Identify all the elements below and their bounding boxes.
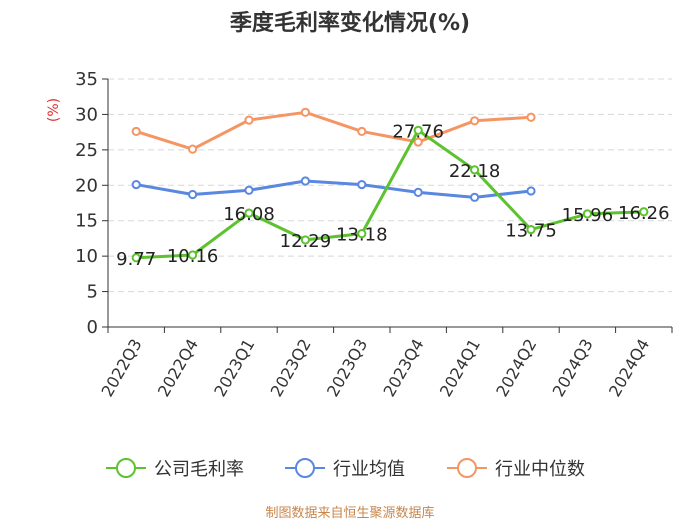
chart-title: 季度毛利率变化情况(%)	[230, 10, 470, 36]
data-point	[188, 189, 198, 200]
legend-label: 公司毛利率	[154, 459, 244, 480]
data-point	[526, 224, 536, 235]
legend-marker	[295, 458, 315, 478]
data-point	[300, 107, 310, 117]
x-tick-label: 2022Q3	[97, 336, 145, 400]
data-point	[188, 144, 198, 154]
data-label: 12.29	[280, 231, 332, 252]
x-tick-labels: 2022Q3 2022Q4 2023Q1 2023Q2 2023Q3 2023Q4 2024…	[97, 335, 653, 399]
y-tick-label: 10	[75, 246, 98, 267]
data-point	[244, 208, 254, 218]
data-label: 27.76	[392, 121, 444, 142]
data-label: 13.75	[505, 221, 557, 242]
data-point	[413, 137, 423, 147]
y-tick-label: 25	[75, 140, 98, 161]
x-tick-label: 2023Q3	[323, 336, 371, 400]
data-point	[300, 235, 310, 245]
x-tick-label: 2022Q4	[154, 336, 202, 400]
data-point	[357, 126, 367, 137]
data-label: 16.26	[618, 203, 670, 224]
legend-marker	[116, 458, 136, 478]
data-label: 9.77	[116, 249, 156, 270]
data-point	[131, 179, 141, 190]
data-point	[639, 207, 649, 217]
x-tick-label: 2023Q1	[210, 336, 258, 400]
y-axis-label: (%)	[46, 98, 62, 122]
data-point	[300, 176, 310, 186]
data-point	[413, 187, 423, 197]
x-tick-label: 2024Q4	[605, 336, 653, 400]
x-tick-label: 2024Q3	[549, 336, 597, 400]
x-tick-label: 2024Q1	[436, 335, 484, 399]
data-point	[470, 165, 480, 175]
x-tick-label: 2024Q2	[492, 336, 540, 400]
legend-label: 行业中位数	[495, 459, 585, 480]
x-tick-label: 2023Q4	[379, 336, 427, 400]
data-point	[188, 250, 198, 260]
data-point	[413, 125, 423, 135]
data-point	[244, 115, 254, 125]
data-point	[526, 186, 536, 196]
gridlines	[108, 78, 672, 293]
data-label: 10.16	[167, 246, 219, 267]
data-label: 15.96	[562, 205, 614, 226]
y-tick-label: 5	[87, 282, 98, 303]
x-tick-label: 2023Q2	[267, 336, 315, 400]
data-label: 13.18	[336, 225, 388, 246]
data-label: 16.08	[223, 204, 275, 225]
y-tick-label: 35	[75, 69, 98, 90]
legend: 公司毛利率 行业均值 行业中位数	[106, 458, 585, 480]
legend-marker	[457, 458, 477, 478]
series-line	[136, 128, 644, 260]
data-point	[582, 209, 593, 219]
y-tick-labels: 0 5 10 15 20 25 30 35	[75, 69, 98, 338]
source-note: 制图数据来自恒生聚源数据库	[265, 505, 434, 521]
data-label: 22.18	[449, 161, 501, 182]
y-tick-label: 15	[75, 211, 98, 232]
data-point	[526, 112, 536, 122]
data-point	[131, 253, 141, 263]
data-point	[357, 229, 367, 239]
data-point	[131, 126, 141, 137]
series-lines	[131, 107, 649, 263]
legend-label: 行业均值	[333, 459, 405, 480]
y-tick-label: 30	[75, 104, 98, 125]
series-line	[135, 110, 532, 151]
data-point	[470, 116, 480, 126]
data-point	[357, 179, 367, 190]
y-tick-label: 20	[75, 175, 98, 196]
axes	[102, 78, 673, 333]
series-line	[135, 179, 532, 199]
y-tick-label: 0	[87, 317, 98, 338]
data-point	[470, 192, 480, 202]
data-point	[244, 185, 254, 195]
